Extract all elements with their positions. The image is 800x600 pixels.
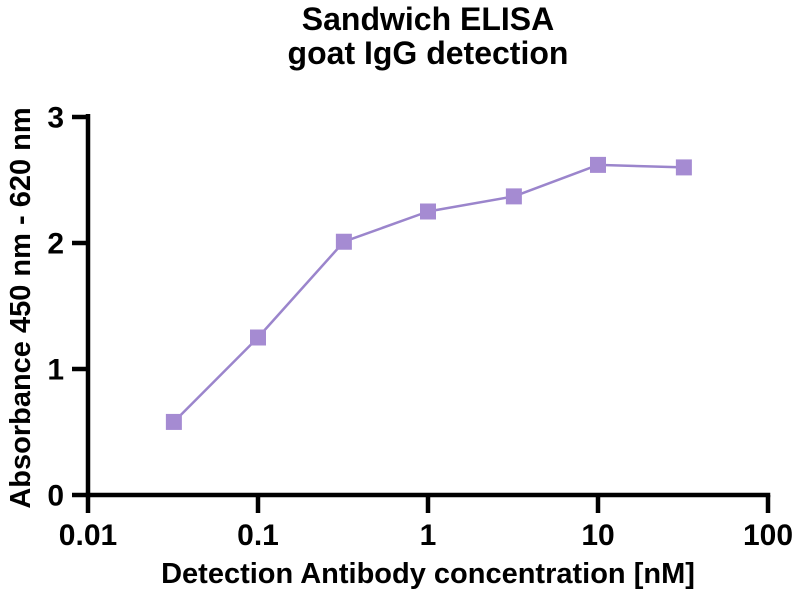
data-point-marker bbox=[675, 159, 692, 176]
x-tick-label: 0.1 bbox=[237, 519, 279, 552]
data-point-marker bbox=[590, 156, 606, 173]
x-tick-label: 1 bbox=[420, 519, 437, 552]
chart-title-line-1: Sandwich ELISA bbox=[301, 1, 555, 37]
data-point-marker bbox=[335, 233, 352, 250]
chart-title-line-2: goat IgG detection bbox=[287, 35, 569, 71]
series-line bbox=[173, 163, 684, 423]
chart-title: Sandwich ELISA goat IgG detection bbox=[88, 2, 768, 70]
x-tick-label: 0.01 bbox=[59, 519, 117, 552]
x-tick-label: 10 bbox=[581, 519, 614, 552]
y-tick-label: 3 bbox=[47, 102, 64, 135]
data-point-marker bbox=[420, 203, 436, 220]
y-tick-label: 1 bbox=[47, 354, 64, 387]
y-tick-label: 2 bbox=[47, 228, 64, 261]
data-point-marker bbox=[250, 329, 266, 346]
x-tick-label: 100 bbox=[743, 519, 793, 552]
x-axis-label: Detection Antibody concentration [nM] bbox=[161, 558, 695, 590]
data-point-marker bbox=[505, 188, 522, 205]
y-tick-label: 0 bbox=[47, 480, 64, 513]
data-point-marker bbox=[165, 413, 182, 430]
